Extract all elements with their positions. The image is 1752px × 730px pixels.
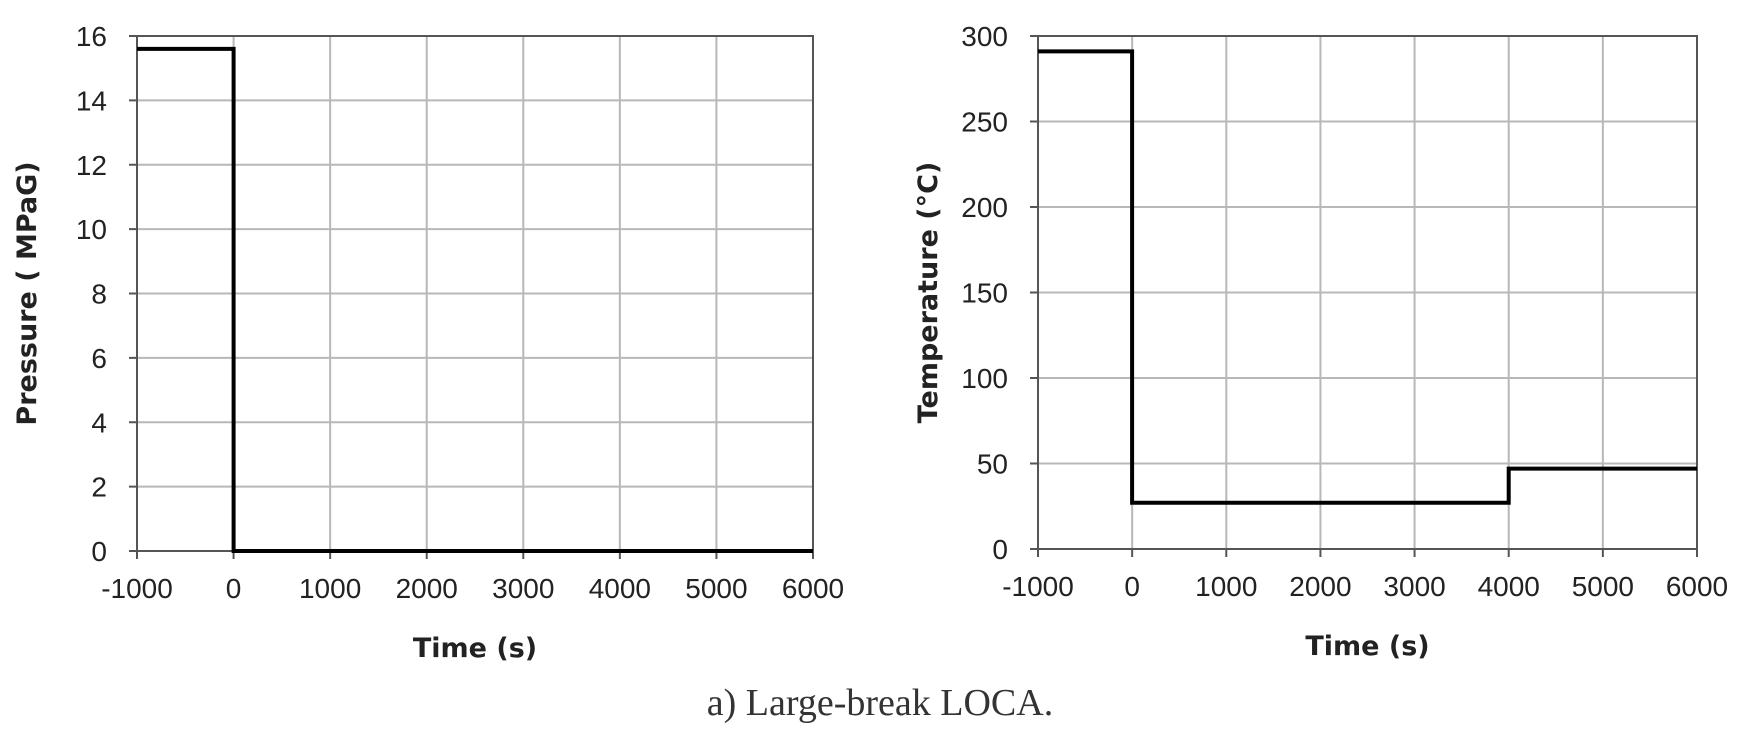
pressure-y-tick-label: 16 (76, 21, 107, 52)
temperature-x-tick-label: 3000 (1383, 571, 1445, 602)
temperature-x-tick-label: 0 (1124, 571, 1140, 602)
temperature-x-tick-label: 1000 (1195, 571, 1257, 602)
pressure-y-tick-label: 10 (76, 214, 107, 245)
figure-caption: a) Large-break LOCA. (707, 682, 1053, 724)
temperature-y-tick-label: 50 (977, 449, 1008, 480)
pressure-y-tick-label: 12 (76, 150, 107, 181)
pressure-x-axis-title: Time (s) (413, 633, 537, 664)
pressure-chart: -1000 0 1000 2000 3000 4000 5000 6000 0 2 4 6 8 10 12 1… (12, 21, 844, 664)
temperature-y-tick-label: 150 (961, 278, 1008, 309)
pressure-series-line-0 (137, 46, 813, 553)
pressure-y-tick-label: 2 (91, 472, 107, 503)
temperature-x-tick-label: 2000 (1289, 571, 1351, 602)
pressure-x-tick-label: 5000 (685, 573, 747, 604)
pressure-y-tick-label: 0 (91, 536, 107, 567)
pressure-y-axis-title: Pressure ( MPaG) (12, 161, 43, 425)
pressure-x-tick-label: 1000 (299, 573, 361, 604)
pressure-y-tick-label: 8 (91, 279, 107, 310)
pressure-y-tick-label: 6 (91, 343, 107, 374)
temperature-x-axis-title: Time (s) (1305, 631, 1429, 662)
temperature-chart: -1000 0 1000 2000 3000 4000 5000 6000 0 50 100 150 2… (913, 21, 1728, 662)
pressure-y-tick-label: 14 (76, 85, 107, 116)
temperature-x-tick-label: 5000 (1572, 571, 1634, 602)
temperature-y-axis-title: Temperature (°C) (913, 162, 944, 424)
temperature-y-tick-label: 200 (961, 192, 1008, 223)
temperature-y-tick-label: 100 (961, 363, 1008, 394)
pressure-x-tick-label: 0 (226, 573, 242, 604)
pressure-x-tick-label: 3000 (492, 573, 554, 604)
pressure-x-tick-label: 6000 (782, 573, 844, 604)
pressure-y-tick-label: 4 (91, 407, 107, 438)
pressure-x-tick-label: 4000 (589, 573, 651, 604)
pressure-x-tick-label: 2000 (396, 573, 458, 604)
temperature-y-tick-label: 300 (961, 21, 1008, 52)
temperature-y-tick-label: 0 (992, 534, 1008, 565)
temperature-y-tick-label: 250 (961, 107, 1008, 138)
pressure-x-tick-label: -1000 (101, 573, 173, 604)
temperature-x-tick-label: 6000 (1666, 571, 1728, 602)
temperature-series-line-0 (1038, 49, 1697, 505)
temperature-x-tick-label: -1000 (1002, 571, 1074, 602)
temperature-x-tick-label: 4000 (1478, 571, 1540, 602)
